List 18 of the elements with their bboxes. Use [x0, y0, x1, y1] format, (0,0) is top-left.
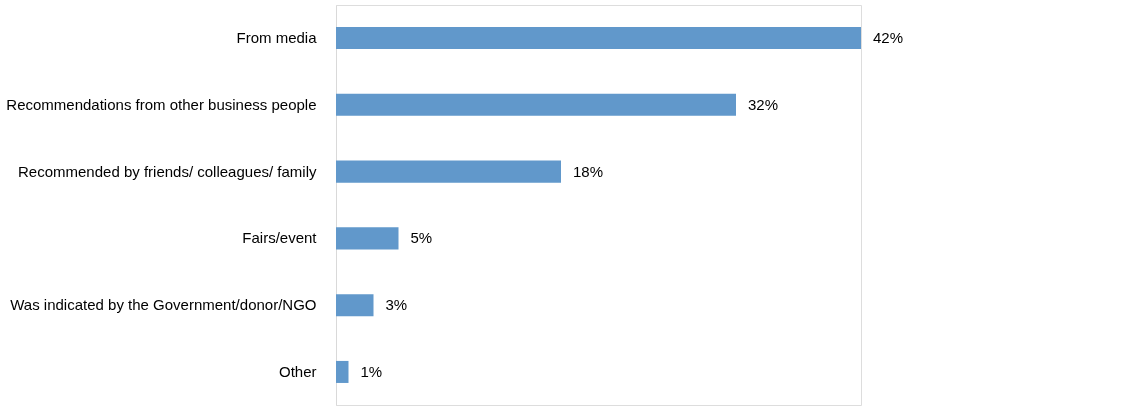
bar [336, 27, 861, 50]
y-tick-label: Fairs/event [242, 229, 318, 247]
data-label: 5% [410, 229, 433, 247]
y-tick-label: From media [236, 29, 318, 47]
data-label: 3% [385, 296, 408, 314]
data-label: 32% [748, 95, 779, 113]
bar [336, 93, 736, 116]
y-tick-label: Was indicated by the Government/donor/NGO [10, 296, 317, 314]
bar [336, 294, 374, 317]
data-label: 42% [873, 29, 904, 47]
bar [336, 227, 399, 250]
y-tick-label: Recommendations from other business people [6, 95, 317, 113]
data-label: 1% [360, 362, 383, 380]
bar [336, 360, 349, 383]
bar [336, 160, 561, 183]
data-label: 18% [573, 162, 604, 180]
y-tick-label: Recommended by friends/ colleagues/ family [18, 162, 317, 180]
y-tick-label: Other [278, 362, 317, 380]
